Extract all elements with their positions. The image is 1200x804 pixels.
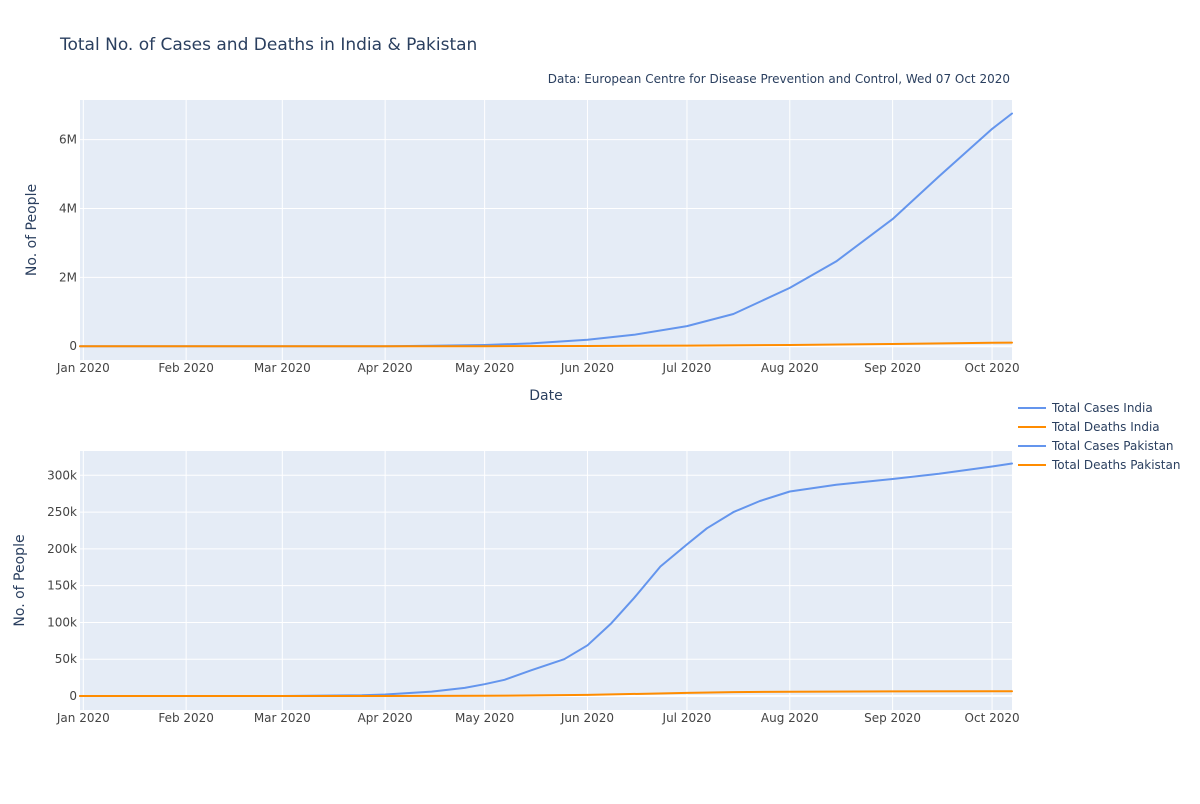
x-tick-label: Jul 2020 xyxy=(662,361,712,375)
x-tick-label: Jun 2020 xyxy=(560,711,614,725)
x-tick-label: Jun 2020 xyxy=(560,361,614,375)
y-tick-label: 300k xyxy=(47,468,77,482)
x-tick-label: Jan 2020 xyxy=(56,361,110,375)
x-tick-label: Feb 2020 xyxy=(158,361,214,375)
bottom-plot: Jan 2020 Feb 2020 Mar 2020 Apr 2020 May 2020… xyxy=(12,451,1020,725)
plot-area xyxy=(80,451,1012,710)
x-tick-label: May 2020 xyxy=(455,711,514,725)
y-tick-label: 250k xyxy=(47,505,77,519)
legend-entry: Total Deaths Pakistan xyxy=(1051,458,1180,472)
x-tick-label: Aug 2020 xyxy=(761,711,819,725)
series-line-total-deaths-pakistan xyxy=(79,690,1013,697)
y-tick-label: 150k xyxy=(47,579,77,593)
y-tick-label: 0 xyxy=(69,689,77,703)
legend-entry: Total Cases Pakistan xyxy=(1051,439,1174,453)
y-axis-title: No. of People xyxy=(24,184,40,276)
x-tick-label: Apr 2020 xyxy=(358,361,413,375)
x-tick-label: May 2020 xyxy=(455,361,514,375)
y-tick-label: 50k xyxy=(55,652,77,666)
legend-entry: Total Cases India xyxy=(1051,401,1153,415)
x-tick-label: Aug 2020 xyxy=(761,361,819,375)
chart-title: Total No. of Cases and Deaths in India &… xyxy=(59,35,477,55)
x-tick-label: Jul 2020 xyxy=(662,711,712,725)
y-axis-title: No. of People xyxy=(12,534,28,626)
x-tick-label: Sep 2020 xyxy=(864,711,921,725)
legend: Total Cases India Total Deaths India Total… xyxy=(1018,401,1180,472)
x-tick-label: Sep 2020 xyxy=(864,361,921,375)
y-tick-label: 4M xyxy=(59,201,77,215)
y-tick-label: 200k xyxy=(47,542,77,556)
y-tick-label: 100k xyxy=(47,615,77,629)
x-tick-label: Apr 2020 xyxy=(358,711,413,725)
series-line-total-cases-pakistan xyxy=(79,462,1013,697)
legend-entry: Total Deaths India xyxy=(1051,420,1160,434)
top-plot: Jan 2020 Feb 2020 Mar 2020 Apr 2020 May 2020… xyxy=(24,100,1020,404)
x-tick-label: Feb 2020 xyxy=(158,711,214,725)
x-tick-label: Oct 2020 xyxy=(965,711,1020,725)
plot-area xyxy=(80,100,1012,360)
y-tick-label: 6M xyxy=(59,133,77,147)
x-tick-label: Oct 2020 xyxy=(965,361,1020,375)
x-axis-title: Date xyxy=(529,388,562,404)
series-line-total-deaths-india xyxy=(79,341,1013,348)
x-tick-label: Jan 2020 xyxy=(56,711,110,725)
chart-subtitle: Data: European Centre for Disease Preven… xyxy=(548,72,1010,86)
x-tick-label: Mar 2020 xyxy=(254,711,311,725)
x-tick-label: Mar 2020 xyxy=(254,361,311,375)
y-tick-label: 2M xyxy=(59,270,77,284)
y-tick-label: 0 xyxy=(69,339,77,353)
